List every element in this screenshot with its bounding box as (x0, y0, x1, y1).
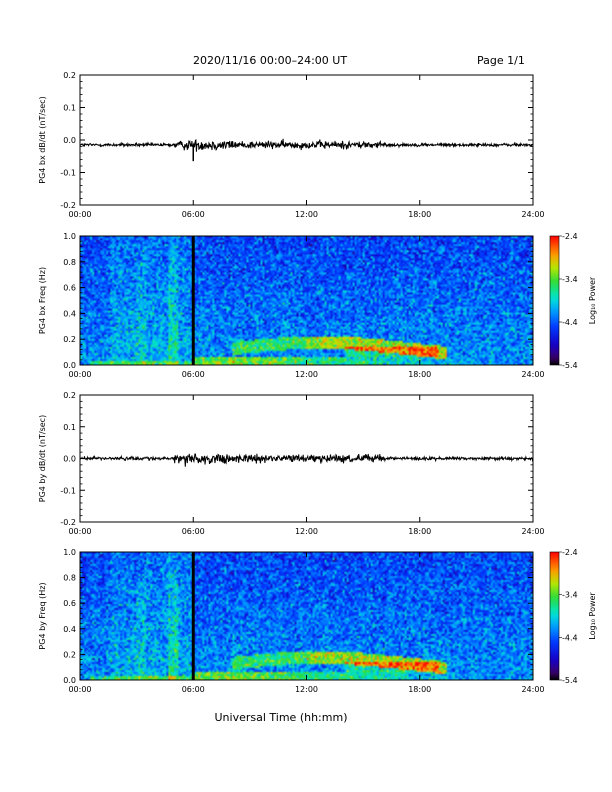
y-tick-label: -0.1 (60, 169, 76, 178)
x-tick-label: 00:00 (68, 210, 91, 219)
y-tick-label: -0.1 (60, 486, 76, 495)
colorbar-tick-label: -5.4 (562, 361, 578, 370)
y-tick-label: 0.0 (63, 455, 76, 464)
x-tick-label: 18:00 (408, 370, 431, 379)
y-axis-label: PG4 by dB/dt (nT/sec) (38, 415, 47, 502)
y-tick-label: 0.1 (63, 423, 76, 432)
y-tick-label: 0.6 (63, 284, 76, 293)
colorbar-tick-label: -2.4 (562, 548, 578, 557)
panel-2: -2.4 -3.4 -4.4 -5.4 Log₁₀ Power 1.0 0.8 0.6 0.4 0… (38, 232, 597, 379)
colorbar-tick-label: -3.4 (562, 591, 578, 600)
colorbar-label: Log₁₀ Power (588, 592, 597, 640)
page-title: 2020/11/16 00:00–24:00 UT (193, 54, 348, 67)
y-tick-label: 0.1 (63, 104, 76, 113)
y-tick-label: 0.4 (63, 309, 76, 318)
y-tick-label: 0.6 (63, 599, 76, 608)
panel-1: 0.2 0.1 0.0 -0.1 -0.200:00 06:00 12:00 18:00 24:… (38, 71, 545, 219)
y-tick-label: -0.2 (60, 201, 76, 210)
y-tick-label: 0.4 (63, 625, 76, 634)
x-tick-label: 00:00 (68, 527, 91, 536)
x-tick-label: 12:00 (295, 685, 318, 694)
panel-3: 0.2 0.1 0.0 -0.1 -0.200:00 06:00 12:00 18:00 24:… (38, 391, 545, 536)
colorbar-tick-label: -4.4 (562, 318, 578, 327)
colorbar-tick-label: -3.4 (562, 275, 578, 284)
x-tick-label: 12:00 (295, 527, 318, 536)
x-tick-label: 12:00 (295, 370, 318, 379)
x-tick-label: 00:00 (68, 685, 91, 694)
y-tick-label: 0.0 (63, 676, 76, 685)
x-tick-label: 18:00 (408, 685, 431, 694)
y-tick-label: 0.0 (63, 361, 76, 370)
y-tick-label: 0.2 (63, 335, 76, 344)
spectrogram-image (80, 552, 533, 680)
y-axis-label: PG4 bx Freq (Hz) (38, 267, 47, 334)
x-tick-label: 18:00 (408, 210, 431, 219)
colorbar (549, 551, 560, 681)
y-tick-label: 0.2 (63, 71, 76, 80)
panel-4: -2.4 -3.4 -4.4 -5.4 Log₁₀ Power 1.0 0.8 0.6 0.4 0… (38, 548, 597, 694)
series-line (79, 138, 534, 152)
x-tick-label: 06:00 (182, 370, 205, 379)
colorbar (549, 235, 560, 366)
x-tick-label: 06:00 (182, 685, 205, 694)
y-tick-label: 0.8 (63, 258, 76, 267)
page-number: Page 1/1 (477, 54, 525, 67)
plot-frame (79, 74, 534, 206)
colorbar-tick-label: -2.4 (562, 232, 578, 241)
y-tick-label: 1.0 (63, 232, 76, 241)
y-tick-label: 0.2 (63, 391, 76, 400)
colorbar-tick-label: -5.4 (562, 676, 578, 685)
x-tick-label: 06:00 (182, 210, 205, 219)
x-tick-label: 24:00 (521, 370, 544, 379)
y-tick-label: 0.8 (63, 574, 76, 583)
x-tick-label: 24:00 (521, 527, 544, 536)
x-tick-label: 24:00 (521, 210, 544, 219)
x-tick-label: 24:00 (521, 685, 544, 694)
x-tick-label: 18:00 (408, 527, 431, 536)
x-axis-label: Universal Time (hh:mm) (215, 711, 348, 724)
y-axis-label: PG4 by Freq (Hz) (38, 582, 47, 649)
colorbar-tick-label: -4.4 (562, 633, 578, 642)
x-tick-label: 00:00 (68, 370, 91, 379)
y-tick-label: 0.0 (63, 136, 76, 145)
colorbar-label: Log₁₀ Power (588, 276, 597, 324)
y-tick-label: 0.2 (63, 650, 76, 659)
y-tick-label: -0.2 (60, 518, 76, 527)
y-axis-label: PG4 bx dB/dt (nT/sec) (38, 96, 47, 183)
x-tick-label: 12:00 (295, 210, 318, 219)
y-tick-label: 1.0 (63, 548, 76, 557)
x-tick-label: 06:00 (182, 527, 205, 536)
spectrogram-image (80, 236, 533, 365)
series-line (79, 453, 534, 467)
